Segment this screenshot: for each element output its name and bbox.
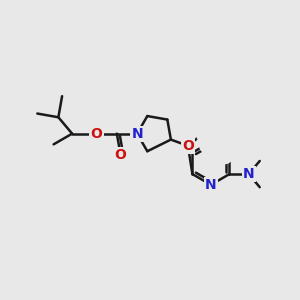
Text: N: N [205, 135, 217, 149]
Text: N: N [131, 127, 143, 141]
Text: N: N [205, 178, 217, 192]
Text: O: O [182, 139, 194, 153]
Text: O: O [115, 148, 127, 162]
Text: N: N [243, 167, 254, 181]
Text: O: O [91, 127, 102, 141]
